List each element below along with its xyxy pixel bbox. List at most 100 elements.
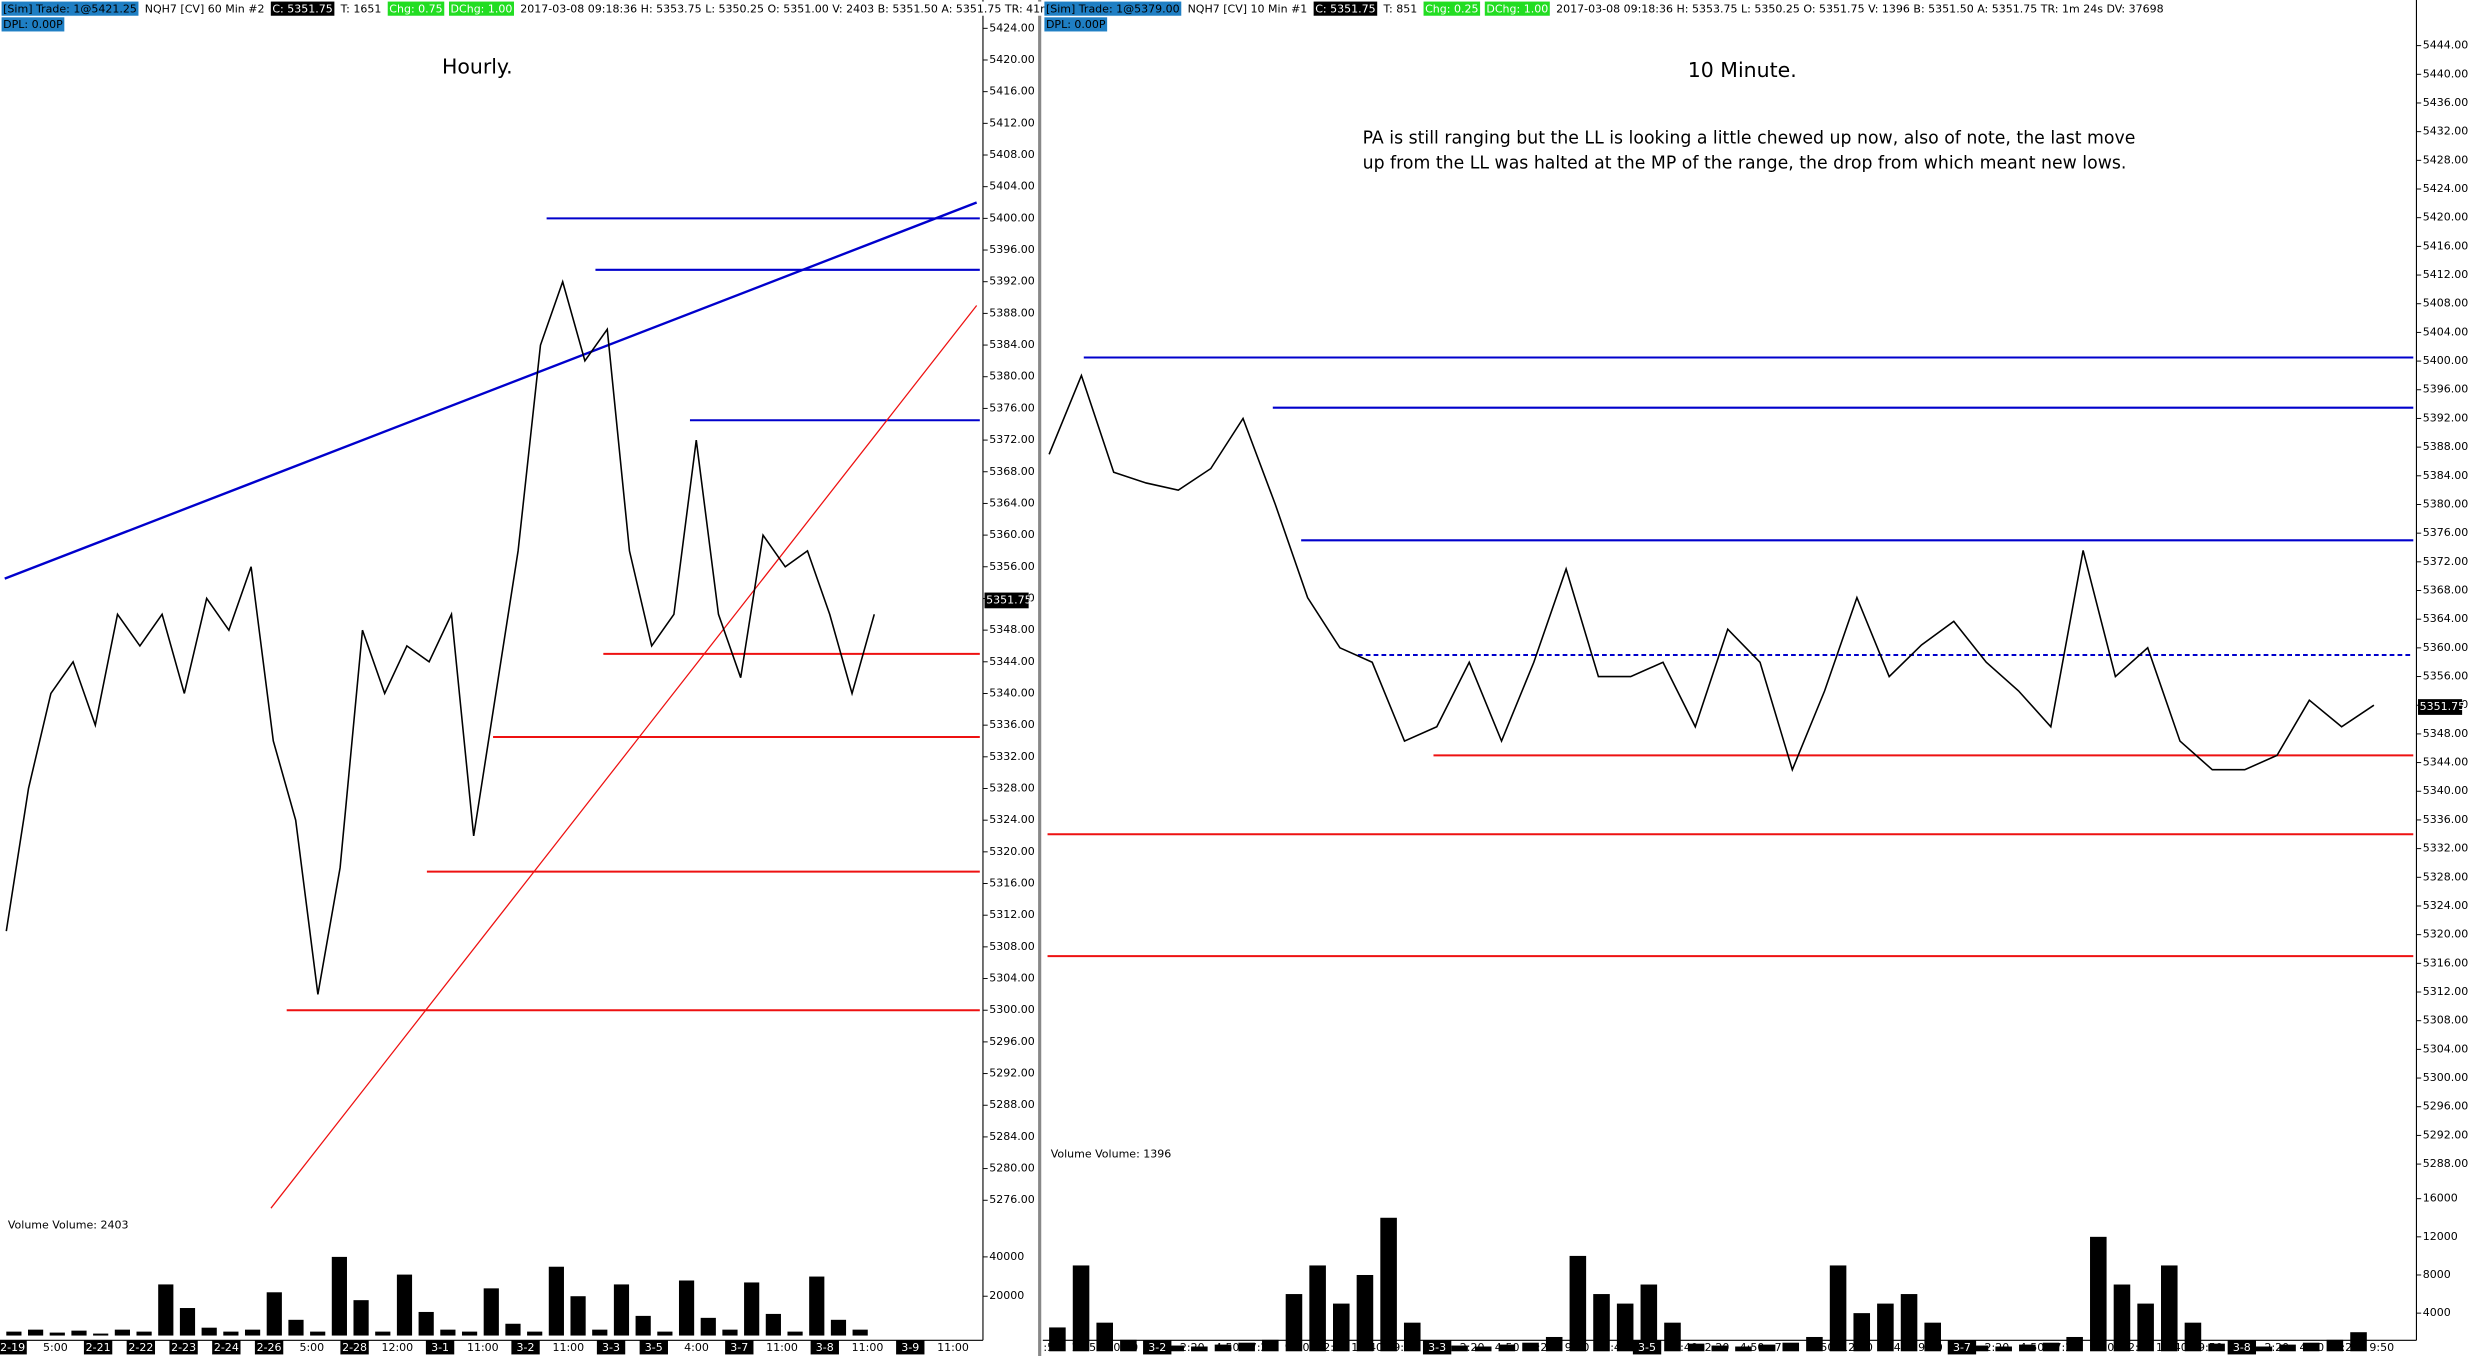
date-box (810, 1340, 839, 1355)
y-tick-label: 5288.00 (2423, 1157, 2469, 1170)
volume-bar (527, 1331, 543, 1336)
volume-bar (1735, 1346, 1752, 1352)
x-tick-label: 3-5 (645, 1341, 663, 1354)
volume-bar (1593, 1294, 1610, 1352)
volume-bar (288, 1319, 304, 1336)
y-tick-label: 5300.00 (989, 1003, 1035, 1016)
volume-bar (1120, 1339, 1137, 1352)
panel-title: Hourly. (442, 55, 513, 79)
x-tick-label: 4:50 (1495, 1341, 1520, 1354)
x-tick-label: 2-22 (128, 1341, 153, 1354)
y-tick-label: 5372.00 (2423, 555, 2469, 568)
volume-bar (613, 1284, 630, 1336)
price-line (5, 279, 876, 995)
dpl: DPL: 0.00P (1046, 18, 1106, 31)
volume-bar (1877, 1303, 1894, 1352)
x-tick-label: 2-23 (171, 1341, 196, 1354)
header-field: Chg: 0.75 (389, 2, 442, 15)
volume-bar (1853, 1313, 1871, 1352)
trend-line (270, 305, 978, 1209)
y-tick-label: 5376.00 (989, 401, 1035, 414)
x-tick-label: 19:50 (1386, 1341, 1418, 1354)
x-tick-label: 15:40 (2156, 1341, 2188, 1354)
x-tick-label: 5:00 (299, 1341, 324, 1354)
y-tick-label: 5400.00 (2423, 354, 2469, 367)
volume-bar (114, 1329, 130, 1336)
header-field-bg (1381, 1, 1419, 16)
y-tick-label: 5324.00 (989, 813, 1035, 826)
date-box (1143, 1340, 1172, 1355)
y-tick-label: 5368.00 (989, 465, 1035, 478)
dpl: DPL: 0.00P (3, 18, 63, 31)
volume-bar (592, 1329, 608, 1336)
x-tick-label: 3-8 (2233, 1341, 2251, 1354)
date-box (1632, 1340, 1662, 1355)
x-tick-label: 4:00 (684, 1341, 709, 1354)
header-field-bg (448, 1, 514, 16)
y-tick-label: 5420.00 (989, 53, 1035, 66)
volume-bar (396, 1274, 413, 1336)
volume-bar (1238, 1342, 1255, 1352)
trend-line (4, 201, 978, 580)
x-tick-label: 9:50 (1285, 1341, 1310, 1354)
y-tick-label: 5340.00 (989, 686, 1035, 699)
volume-bar (2184, 1322, 2202, 1352)
volume-bar (6, 1331, 22, 1336)
y-tick-label: 5360.00 (989, 528, 1035, 541)
header-field-bg (270, 1, 335, 16)
x-tick-label: 3-2 (1148, 1341, 1166, 1354)
header-field: T: 851 (1383, 2, 1418, 15)
x-tick-label: 19:50 (1911, 1341, 1943, 1354)
x-tick-label: 2-21 (86, 1341, 111, 1354)
date-box (212, 1340, 241, 1355)
y-tick-label: 5384.00 (989, 338, 1035, 351)
volume-bar (2350, 1332, 2367, 1352)
x-tick-label: 12:40 (2121, 1341, 2153, 1354)
volume-bar (353, 1300, 369, 1336)
volume-bar (1498, 1344, 1516, 1352)
volume-bar (49, 1332, 65, 1336)
x-tick-label: 9:50 (2369, 1341, 2394, 1354)
x-tick-label: 5:00 (43, 1341, 68, 1354)
volume-bar (2113, 1284, 2131, 1352)
x-tick-label: 3-1 (431, 1341, 449, 1354)
x-tick-label: 15:40 (1876, 1341, 1908, 1354)
y-tick-label: 5312.00 (2423, 985, 2469, 998)
x-tick-label: 4:50 (1740, 1341, 1765, 1354)
volume-bar (71, 1330, 87, 1336)
annotation: up from the LL was halted at the MP of t… (1363, 154, 2127, 174)
y-tick-label: 5324.00 (2423, 899, 2469, 912)
x-tick-label: 20:00 (1106, 1341, 1138, 1354)
volume-bar (1214, 1344, 1232, 1352)
volume-bar (461, 1331, 478, 1336)
y-tick-label: 5380.00 (989, 370, 1035, 383)
volume-bar (1640, 1284, 1658, 1352)
volume-bar (2326, 1339, 2344, 1352)
panel-title: 10 Minute. (1688, 58, 1797, 82)
header-field: C: 5351.75 (1315, 2, 1375, 15)
x-tick-label: 4:50 (2020, 1341, 2045, 1354)
header-field: NQH7 [CV] 60 Min #2 (145, 2, 265, 15)
y-tick-label: 5276.00 (989, 1193, 1035, 1206)
x-tick-label: 3-3 (1428, 1341, 1446, 1354)
volume-bar (375, 1331, 391, 1336)
x-tick-label: 2:20 (1705, 1341, 1730, 1354)
y-tick-label: 5428.00 (2423, 153, 2469, 166)
x-tick-label: 3-8 (816, 1341, 834, 1354)
volume-bar (1049, 1327, 1066, 1352)
header-field-bg (143, 1, 267, 16)
volume-bar (1309, 1265, 1326, 1352)
x-tick-label: 11:00 (552, 1341, 584, 1354)
y-tick-label: 5280.00 (989, 1162, 1035, 1175)
y-tick-label: 5316.00 (989, 877, 1035, 890)
date-box (126, 1340, 156, 1355)
x-tick-label: 3-2 (517, 1341, 535, 1354)
volume-tick-label: 4000 (2423, 1306, 2451, 1319)
x-tick-label: 11:00 (467, 1341, 499, 1354)
volume-bar (548, 1266, 564, 1336)
date-box (169, 1340, 198, 1355)
volume-bar (657, 1331, 673, 1336)
date-box (1947, 1340, 1977, 1355)
volume-tick-label: 20000 (989, 1289, 1024, 1302)
